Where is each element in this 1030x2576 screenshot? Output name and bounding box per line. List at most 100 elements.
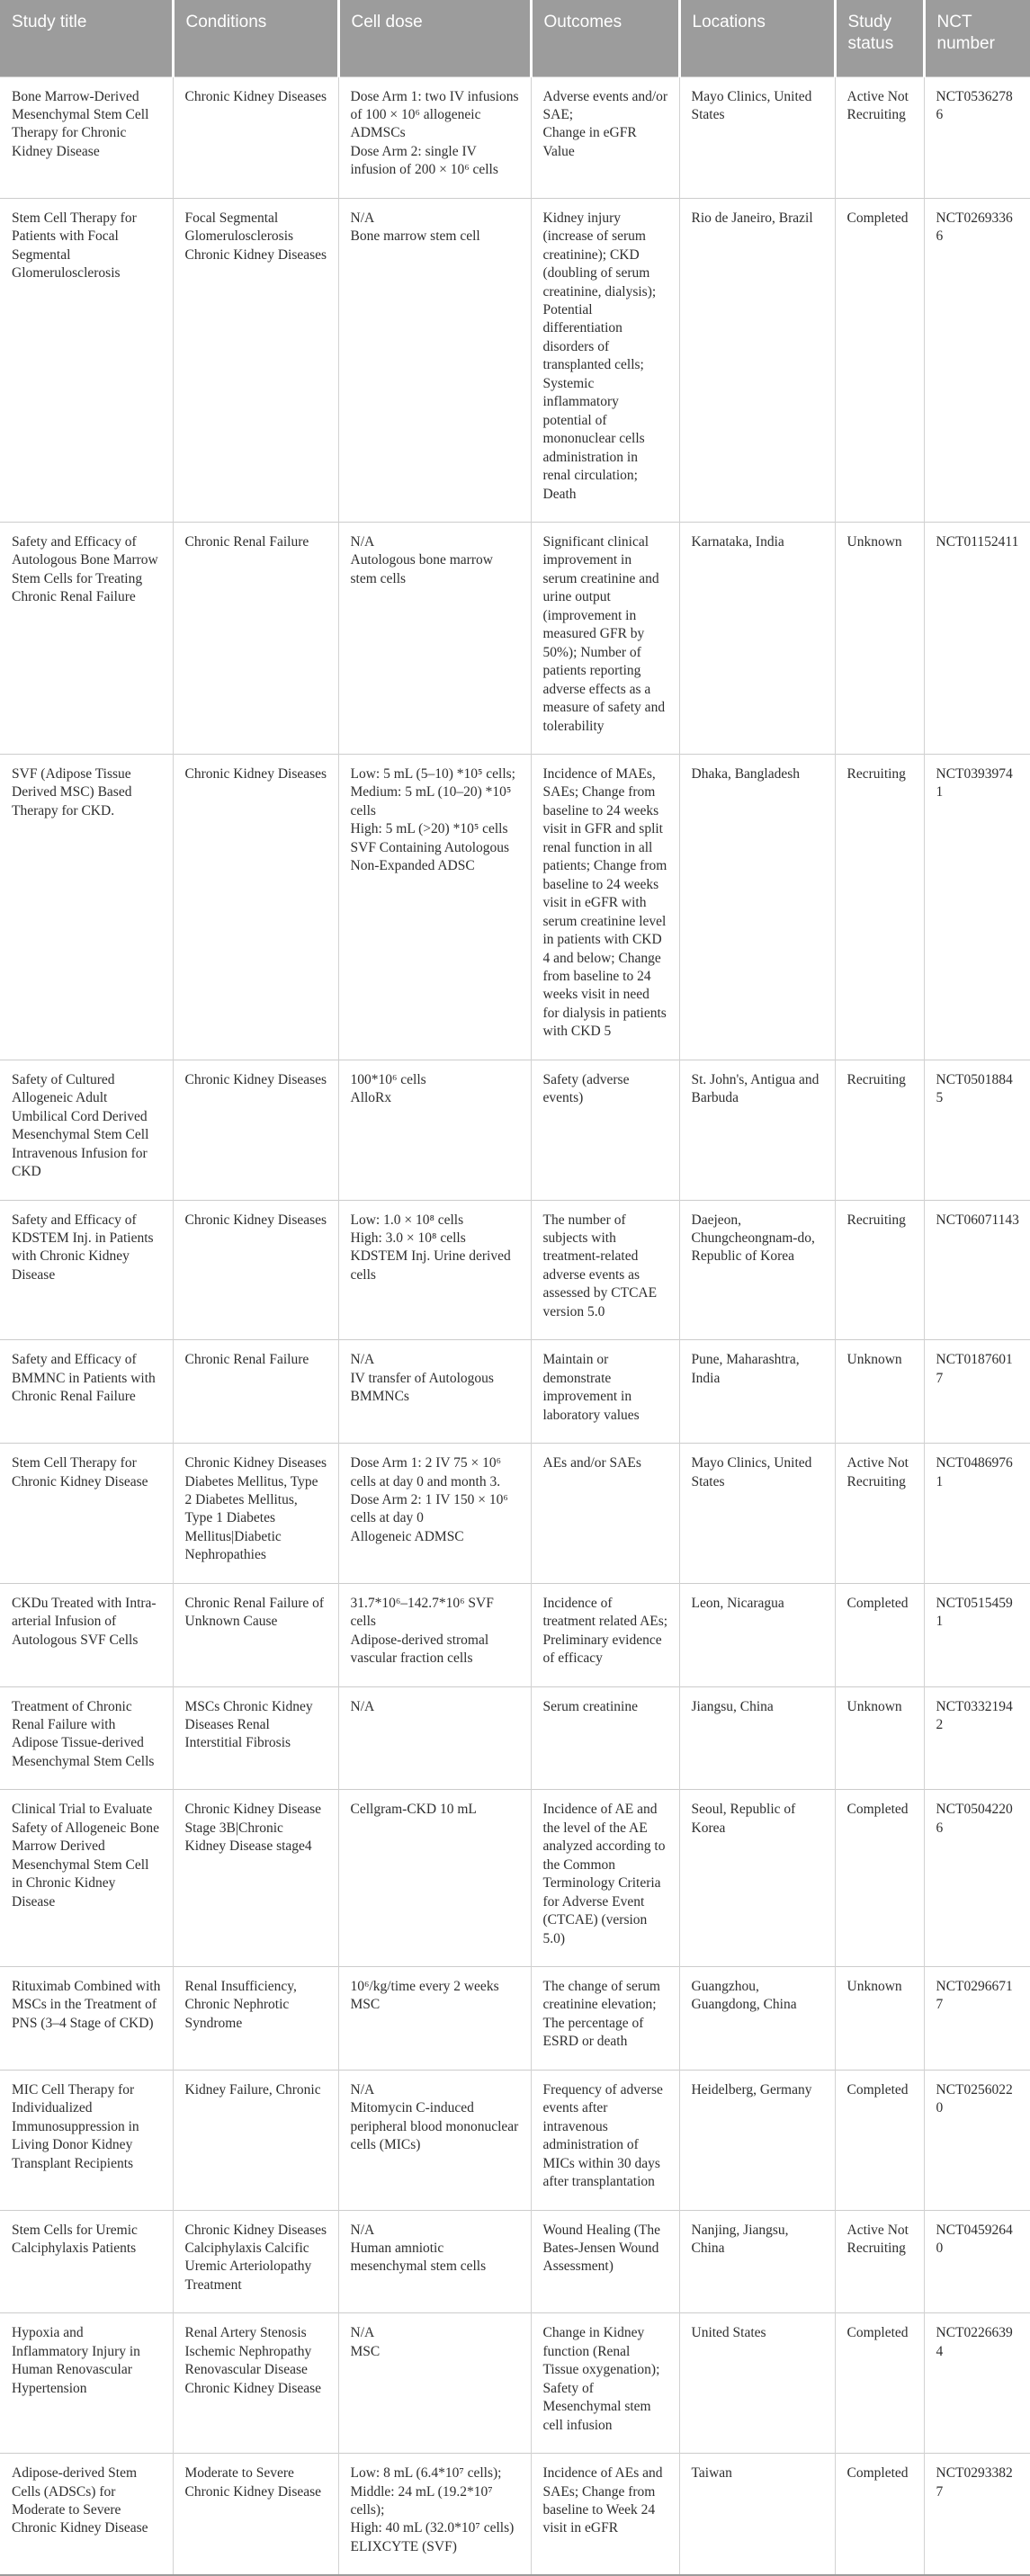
table-row: Safety and Efficacy of Autologous Bone M… — [0, 522, 1030, 755]
cell-conditions: Focal Segmental Glomerulosclerosis Chron… — [172, 197, 338, 523]
cell-nct: NCT06071143 — [923, 1199, 1030, 1340]
cell-title: Clinical Trial to Evaluate Safety of All… — [0, 1789, 173, 1967]
cell-title: Hypoxia and Inflammatory Injury in Human… — [0, 2312, 173, 2454]
table-row: Treatment of Chronic Renal Failure with … — [0, 1686, 1030, 1790]
cell-dose: N/A Bone marrow stem cell — [337, 197, 531, 523]
cell-conditions: MSCs Chronic Kidney Diseases Renal Inter… — [172, 1686, 338, 1790]
cell-locations: Guangzhou, Guangdong, China — [678, 1966, 835, 2071]
column-header-nct-number: NCT number — [922, 0, 1030, 76]
cell-conditions: Chronic Renal Failure — [172, 1339, 338, 1444]
cell-locations: Rio de Janeiro, Brazil — [678, 197, 835, 523]
table-row: Rituximab Combined with MSCs in the Trea… — [0, 1966, 1030, 2071]
cell-nct: NCT05154591 — [923, 1582, 1030, 1687]
cell-locations: Mayo Clinics, United States — [678, 76, 835, 199]
cell-status: Unknown — [834, 1686, 924, 1790]
table-row: Safety and Efficacy of KDSTEM Inj. in Pa… — [0, 1199, 1030, 1340]
cell-dose: Low: 8 mL (6.4*10⁷ cells); Middle: 24 mL… — [337, 2453, 531, 2576]
cell-title: Safety of Cultured Allogeneic Adult Umbi… — [0, 1059, 173, 1201]
table-header: Study title Conditions Cell dose Outcome… — [0, 0, 1030, 76]
cell-status: Active Not Recruiting — [834, 2209, 924, 2313]
table-row: Safety of Cultured Allogeneic Adult Umbi… — [0, 1059, 1030, 1201]
table-row: Clinical Trial to Evaluate Safety of All… — [0, 1789, 1030, 1967]
cell-title: Stem Cells for Uremic Calciphylaxis Pati… — [0, 2209, 173, 2313]
cell-nct: NCT02933827 — [923, 2453, 1030, 2576]
cell-locations: Taiwan — [678, 2453, 835, 2576]
cell-conditions: Chronic Kidney Diseases Calciphylaxis Ca… — [172, 2209, 338, 2313]
cell-title: Stem Cell Therapy for Chronic Kidney Dis… — [0, 1443, 173, 1584]
cell-dose: 100*10⁶ cells AlloRx — [337, 1059, 531, 1201]
cell-locations: Seoul, Republic of Korea — [678, 1789, 835, 1967]
cell-title: Safety and Efficacy of BMMNC in Patients… — [0, 1339, 173, 1444]
cell-dose: N/A IV transfer of Autologous BMMNCs — [337, 1339, 531, 1444]
cell-outcomes: Significant clinical improvement in seru… — [530, 522, 679, 755]
cell-nct: NCT02966717 — [923, 1966, 1030, 2071]
table-body: Bone Marrow-Derived Mesenchymal Stem Cel… — [0, 76, 1030, 2576]
cell-conditions: Moderate to Severe Chronic Kidney Diseas… — [172, 2453, 338, 2576]
cell-status: Completed — [834, 2312, 924, 2454]
cell-nct: NCT04869761 — [923, 1443, 1030, 1584]
cell-outcomes: The number of subjects with treatment-re… — [530, 1199, 679, 1340]
cell-status: Unknown — [834, 1339, 924, 1444]
table-row: MIC Cell Therapy for Individualized Immu… — [0, 2069, 1030, 2211]
cell-status: Unknown — [834, 522, 924, 755]
cell-dose: Dose Arm 1: 2 IV 75 × 10⁶ cells at day 0… — [337, 1443, 531, 1584]
column-header-locations: Locations — [677, 0, 835, 76]
table-row: Stem Cell Therapy for Chronic Kidney Dis… — [0, 1443, 1030, 1584]
cell-status: Completed — [834, 2069, 924, 2211]
table-row: Hypoxia and Inflammatory Injury in Human… — [0, 2312, 1030, 2454]
table-row: Stem Cells for Uremic Calciphylaxis Pati… — [0, 2209, 1030, 2313]
cell-dose: N/A Human amniotic mesenchymal stem cell… — [337, 2209, 531, 2313]
table-row: SVF (Adipose Tissue Derived MSC) Based T… — [0, 754, 1030, 1060]
cell-dose: N/A MSC — [337, 2312, 531, 2454]
table-header-row: Study title Conditions Cell dose Outcome… — [0, 0, 1030, 76]
cell-outcomes: Incidence of AE and the level of the AE … — [530, 1789, 679, 1967]
cell-outcomes: Frequency of adverse events after intrav… — [530, 2069, 679, 2211]
cell-outcomes: Safety (adverse events) — [530, 1059, 679, 1201]
cell-conditions: Renal Insufficiency, Chronic Nephrotic S… — [172, 1966, 338, 2071]
table-row: Stem Cell Therapy for Patients with Foca… — [0, 197, 1030, 523]
cell-dose: N/A — [337, 1686, 531, 1790]
cell-nct: NCT05042206 — [923, 1789, 1030, 1967]
cell-outcomes: Incidence of AEs and SAEs; Change from b… — [530, 2453, 679, 2576]
cell-conditions: Chronic Renal Failure of Unknown Cause — [172, 1582, 338, 1687]
cell-status: Recruiting — [834, 1199, 924, 1340]
column-header-study-status: Study status — [833, 0, 924, 76]
cell-status: Completed — [834, 1789, 924, 1967]
cell-locations: Leon, Nicaragua — [678, 1582, 835, 1687]
cell-outcomes: Maintain or demonstrate improvement in l… — [530, 1339, 679, 1444]
cell-dose: N/A Mitomycin C-induced peripheral blood… — [337, 2069, 531, 2211]
cell-nct: NCT04592640 — [923, 2209, 1030, 2313]
cell-conditions: Kidney Failure, Chronic — [172, 2069, 338, 2211]
cell-title: Safety and Efficacy of KDSTEM Inj. in Pa… — [0, 1199, 173, 1340]
column-header-cell-dose: Cell dose — [336, 0, 531, 76]
cell-title: MIC Cell Therapy for Individualized Immu… — [0, 2069, 173, 2211]
cell-locations: Dhaka, Bangladesh — [678, 754, 835, 1060]
cell-nct: NCT02693366 — [923, 197, 1030, 523]
cell-nct: NCT01876017 — [923, 1339, 1030, 1444]
cell-conditions: Chronic Kidney Diseases — [172, 1199, 338, 1340]
cell-dose: 31.7*10⁶–142.7*10⁶ SVF cells Adipose-der… — [337, 1582, 531, 1687]
table-row: Bone Marrow-Derived Mesenchymal Stem Cel… — [0, 76, 1030, 199]
cell-status: Unknown — [834, 1966, 924, 2071]
cell-status: Completed — [834, 2453, 924, 2576]
cell-nct: NCT05362786 — [923, 76, 1030, 199]
cell-dose: Dose Arm 1: two IV infusions of 100 × 10… — [337, 76, 531, 199]
cell-locations: Karnataka, India — [678, 522, 835, 755]
cell-status: Active Not Recruiting — [834, 76, 924, 199]
cell-outcomes: Adverse events and/or SAE; Change in eGF… — [530, 76, 679, 199]
cell-conditions: Chronic Kidney Disease Stage 3B|Chronic … — [172, 1789, 338, 1967]
cell-dose: N/A Autologous bone marrow stem cells — [337, 522, 531, 755]
cell-status: Completed — [834, 1582, 924, 1687]
cell-outcomes: Wound Healing (The Bates-Jensen Wound As… — [530, 2209, 679, 2313]
table-row: Adipose-derived Stem Cells (ADSCs) for M… — [0, 2453, 1030, 2576]
cell-conditions: Chronic Kidney Diseases — [172, 76, 338, 199]
column-header-outcomes: Outcomes — [529, 0, 679, 76]
cell-title: Bone Marrow-Derived Mesenchymal Stem Cel… — [0, 76, 173, 199]
cell-outcomes: Serum creatinine — [530, 1686, 679, 1790]
cell-outcomes: Incidence of MAEs, SAEs; Change from bas… — [530, 754, 679, 1060]
cell-status: Recruiting — [834, 754, 924, 1060]
cell-dose: Low: 1.0 × 10⁸ cells High: 3.0 × 10⁸ cel… — [337, 1199, 531, 1340]
cell-status: Recruiting — [834, 1059, 924, 1201]
